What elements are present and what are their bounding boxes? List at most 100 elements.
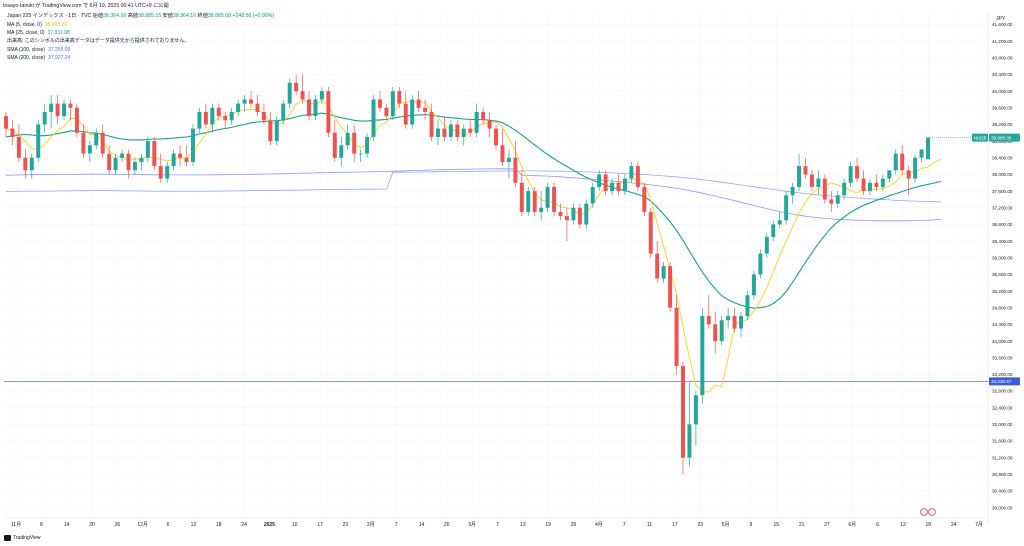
publish-line: tosayo-tanuki が TradingView.com で 6月 19,… xyxy=(3,3,169,9)
time-tick-label: 10 xyxy=(292,522,298,528)
candle-body xyxy=(68,103,73,108)
price-tick-label: 35,200.00 xyxy=(992,289,1013,294)
candle xyxy=(448,120,453,142)
candle-body xyxy=(777,220,782,225)
legend-volume[interactable]: 出来高: このシンボルの出来高データはデータ提供元から提供されておりません。 xyxy=(7,37,189,45)
time-tick-label: 17 xyxy=(317,522,323,528)
candle xyxy=(590,182,595,208)
candle-body xyxy=(590,186,595,204)
candle-body xyxy=(294,82,299,92)
legend-sma100-label: SMA (100, close) xyxy=(7,46,46,53)
close-value: 38,885.08 xyxy=(207,13,231,19)
candle-body xyxy=(481,111,486,121)
candle-body xyxy=(622,178,627,192)
time-tick-label: 14 xyxy=(419,522,425,528)
candle-body xyxy=(113,157,118,171)
candle-body xyxy=(165,166,170,179)
candle xyxy=(494,124,498,150)
candle xyxy=(223,111,228,129)
candle xyxy=(616,174,621,196)
candle xyxy=(816,170,821,196)
legend-ma25[interactable]: MA (25, close, 0) 37,831.08 xyxy=(7,29,189,37)
candle-body xyxy=(900,153,905,171)
time-tick-label: 20 xyxy=(444,522,450,528)
candle xyxy=(655,241,660,283)
candle xyxy=(55,95,60,125)
candle xyxy=(390,86,395,121)
legend-sma200[interactable]: SMA (200, close) 37,927.24 xyxy=(7,54,189,62)
symbol-title[interactable]: Japan 225 インデックス · 1日 · TVC xyxy=(7,13,92,19)
candle xyxy=(455,120,460,142)
legend-ma5[interactable]: MA (5, close, 0) 38,363.26 xyxy=(7,21,189,29)
candle xyxy=(513,141,518,187)
candle-body xyxy=(532,191,537,212)
candle-body xyxy=(107,153,112,171)
candle-body xyxy=(416,99,421,108)
candle-body xyxy=(616,182,621,192)
change-value: +248.56 (+0.90%) xyxy=(232,13,274,19)
time-tick-label: 12 xyxy=(191,522,197,528)
candle xyxy=(139,153,144,171)
candle-body xyxy=(674,307,679,367)
candle xyxy=(603,170,608,196)
open-value: 38,364.16 xyxy=(103,13,127,19)
candle-body xyxy=(332,132,337,158)
candle xyxy=(62,99,67,121)
price-tick-label: 38,000.00 xyxy=(992,172,1013,177)
candle xyxy=(294,74,299,96)
high-value: 38,885.15 xyxy=(138,13,162,19)
candle-body xyxy=(184,157,189,162)
candle xyxy=(487,111,492,137)
candle-body xyxy=(210,107,215,125)
candle-body xyxy=(132,161,137,171)
candle xyxy=(726,307,731,329)
candle-body xyxy=(152,141,157,167)
candle-body xyxy=(700,316,705,396)
candle xyxy=(416,91,421,112)
legend-sma100[interactable]: SMA (100, close) 37,255.09 xyxy=(7,46,189,54)
candle-body xyxy=(597,174,602,187)
candle xyxy=(423,99,428,121)
candle xyxy=(87,141,92,162)
candle xyxy=(313,95,318,121)
candle xyxy=(216,103,221,121)
last-price-value: 38,885.08 xyxy=(991,135,1012,140)
time-axis[interactable]: 11月 8 14 20 26 12月 6 12 18 24 2025 10 17 23 2月 7 14 20 3月 7… xyxy=(11,522,983,528)
candle xyxy=(809,170,814,192)
event-marker-icon xyxy=(928,508,936,516)
legend-ma25-label: MA (25, close, 0) xyxy=(7,30,45,37)
candle xyxy=(855,157,860,183)
candle-body xyxy=(197,111,202,129)
candle xyxy=(197,107,202,133)
candle-body xyxy=(739,316,744,329)
price-tick-label: 32,800.00 xyxy=(992,389,1013,394)
candle xyxy=(687,382,692,467)
candle-body xyxy=(4,116,8,129)
time-tick-label: 3月 xyxy=(468,522,476,528)
candle-body xyxy=(848,166,853,183)
price-tick-label: 32,400.00 xyxy=(992,405,1013,410)
candle xyxy=(784,191,789,225)
candle xyxy=(332,120,337,162)
candle xyxy=(532,186,537,217)
candle-body xyxy=(713,324,718,342)
tradingview-logo-icon xyxy=(4,535,11,541)
candle xyxy=(178,145,183,167)
candle-body xyxy=(371,99,376,137)
time-tick-label: 13 xyxy=(520,522,526,528)
time-tick-label: 2025 xyxy=(264,522,275,528)
candle-body xyxy=(803,166,808,175)
sma200-line xyxy=(5,170,941,203)
candle-body xyxy=(352,132,357,154)
candle xyxy=(732,307,737,333)
candle xyxy=(339,136,344,167)
tradingview-logo[interactable]: TradingView xyxy=(4,535,41,541)
candle-body xyxy=(668,266,673,308)
price-tick-label: 34,800.00 xyxy=(992,305,1013,310)
candle-body xyxy=(216,107,221,117)
price-labels: NI225 38,885.08 33,030.67 xyxy=(920,133,1020,516)
candle-body xyxy=(319,91,324,100)
candle xyxy=(700,307,705,404)
